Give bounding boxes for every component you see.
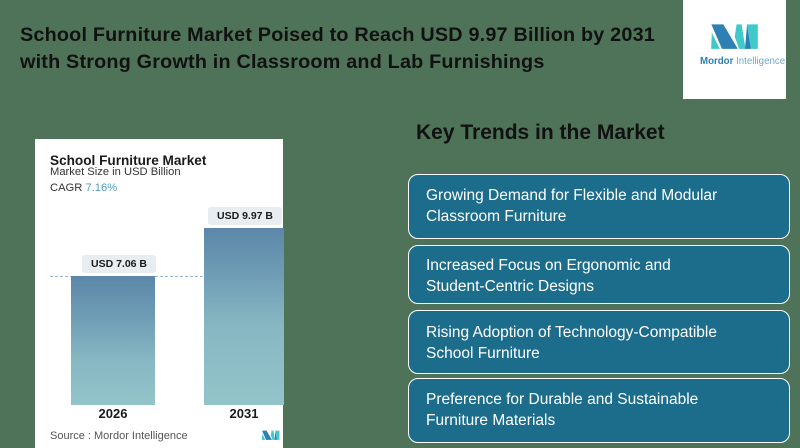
svg-text:Mordor Intelligence: Mordor Intelligence	[700, 56, 785, 67]
